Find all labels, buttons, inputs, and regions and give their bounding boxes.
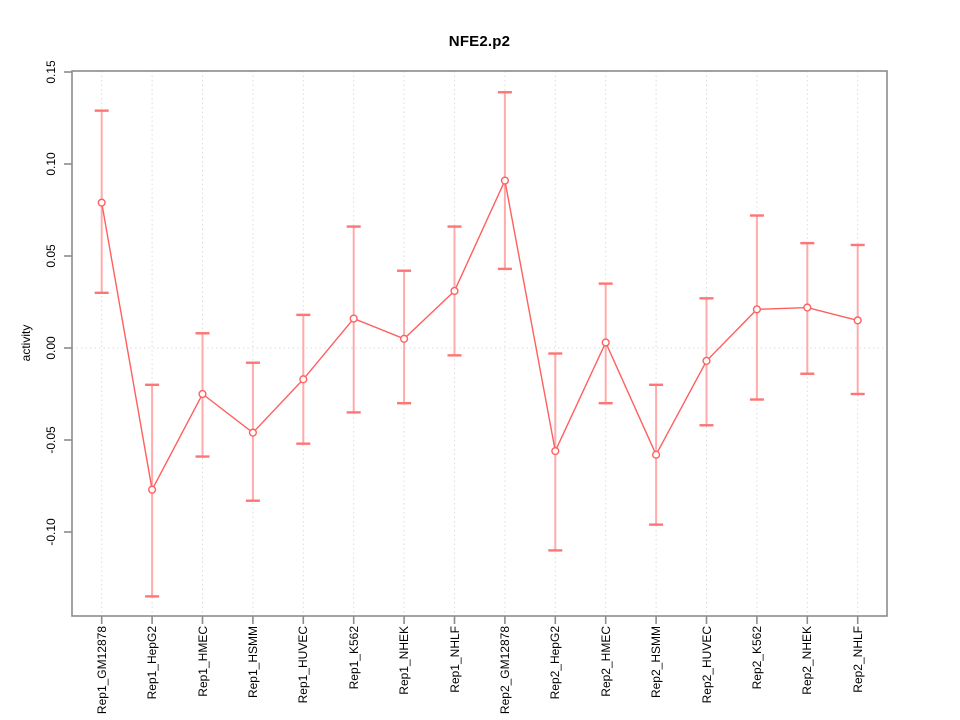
x-tick-label: Rep1_HepG2 (145, 626, 160, 700)
x-tick-label: Rep2_GM12878 (497, 626, 512, 715)
x-tick-label: Rep1_HMEC (195, 626, 210, 697)
data-point (651, 450, 661, 459)
x-tick-label: Rep1_K562 (346, 626, 361, 690)
x-tick-label: Rep2_NHEK (800, 626, 815, 695)
x-tick-label: Rep2_HepG2 (548, 626, 563, 700)
y-tick-label: 0.15 (44, 60, 58, 84)
x-tick-label: Rep2_NHLF (850, 626, 865, 693)
data-point (349, 314, 358, 323)
data-point (853, 316, 862, 325)
data-point (752, 305, 762, 314)
x-tick-label: Rep1_HUVEC (296, 626, 311, 704)
data-point (97, 198, 106, 207)
x-tick-label: Rep2_HSMM (649, 626, 664, 699)
data-point (500, 176, 510, 185)
data-point (198, 389, 207, 399)
y-tick-label: 0.10 (44, 152, 58, 176)
x-tick-label: Rep1_GM12878 (94, 626, 109, 715)
data-point (450, 286, 459, 296)
y-tick-label: 0.00 (44, 336, 58, 360)
data-point (400, 334, 409, 343)
x-tick-label: Rep1_NHLF (447, 626, 462, 693)
x-tick-label: Rep1_NHEK (397, 626, 412, 695)
data-point (601, 338, 610, 347)
data-point (148, 485, 157, 494)
x-tick-label: Rep1_HSMM (245, 626, 260, 699)
data-point (248, 428, 258, 437)
x-tick-label: Rep2_HUVEC (699, 626, 714, 704)
series-line (101, 178, 858, 492)
y-tick-label: -0.10 (44, 518, 58, 546)
data-point (702, 356, 711, 365)
x-tick-label: Rep2_HMEC (598, 626, 613, 697)
data-point (299, 375, 308, 384)
data-point (803, 303, 812, 312)
chart-title: NFE2.p2 (448, 33, 511, 50)
plot-border (71, 70, 888, 617)
y-tick-label: 0.05 (44, 244, 58, 268)
x-tick-label: Rep2_K562 (749, 626, 764, 690)
y-tick-label: -0.05 (44, 426, 58, 454)
data-point (551, 446, 560, 456)
